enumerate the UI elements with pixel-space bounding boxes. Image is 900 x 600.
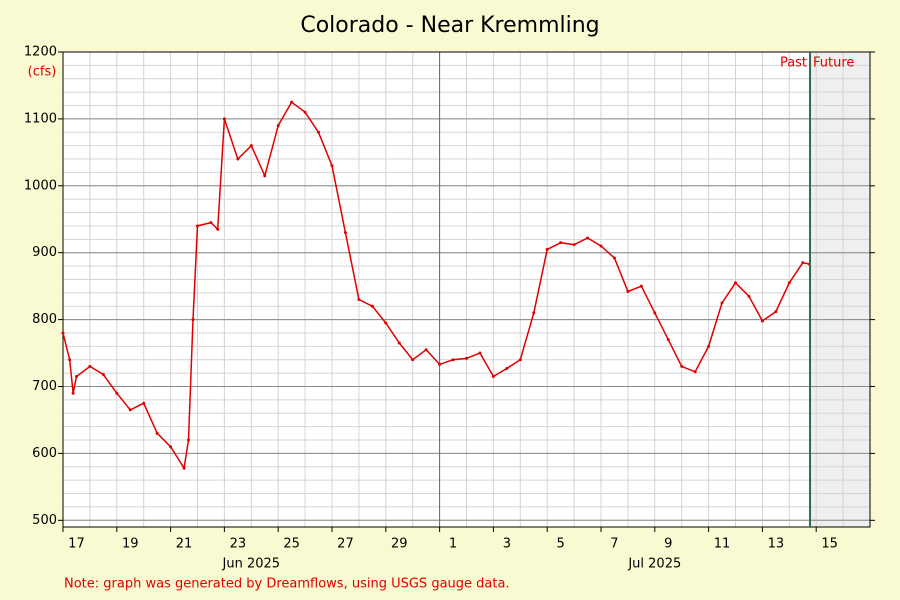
data-point [653,311,657,315]
chart-title: Colorado - Near Kremmling [300,13,599,38]
month-label: Jun 2025 [222,557,281,572]
x-tick-label: 23 [230,537,247,552]
data-point [680,364,684,368]
data-point [720,301,724,305]
data-point [115,391,119,395]
x-tick-label: 3 [503,537,511,552]
data-point [747,294,751,298]
data-point [330,164,334,168]
data-point [586,236,590,240]
y-tick-label: 1100 [24,111,57,126]
x-tick-label: 27 [337,537,354,552]
data-point [612,256,616,260]
data-point [155,431,159,435]
data-point [465,356,468,360]
data-point [61,331,65,335]
data-point [370,304,374,308]
data-point [317,130,321,134]
data-point [128,408,132,412]
data-line [62,101,810,471]
data-point [216,227,220,231]
data-point [290,100,294,104]
data-point [505,366,509,370]
data-point [666,338,670,342]
data-point [187,438,191,442]
y-tick-label: 1000 [24,178,57,193]
data-point [787,281,791,285]
data-point [276,124,280,128]
data-point [74,374,78,378]
data-point [71,391,75,395]
x-tick-label: 13 [768,537,785,552]
data-point [411,358,415,362]
data-point [451,358,455,362]
data-point [639,284,643,288]
data-point [236,157,240,161]
y-tick-label: 900 [32,245,57,260]
data-point [491,374,495,378]
x-tick-label: 9 [664,537,672,552]
y-tick-label: 1200 [24,45,57,60]
data-point [357,298,361,302]
y-tick-label: 500 [32,513,57,528]
past-label: Past [780,56,807,71]
footnote: Note: graph was generated by Dreamflows,… [64,577,510,592]
data-point [707,344,711,348]
x-tick-label: 7 [610,537,618,552]
data-point [760,319,764,323]
data-point [774,310,778,314]
data-point [801,261,805,265]
data-point [438,362,442,366]
y-tick-label: 600 [32,446,57,461]
data-point [68,358,72,362]
data-point [397,341,401,345]
data-point [169,445,173,449]
x-tick-label: 17 [68,537,85,552]
data-point [572,243,576,247]
data-point [182,466,186,470]
data-point [599,244,603,248]
data-point [518,358,522,362]
data-point [209,221,213,225]
data-point [191,318,195,322]
future-region [810,52,870,527]
y-tick-label: 700 [32,379,57,394]
future-label: Future [813,56,854,71]
data-point [222,117,226,121]
data-point [559,241,563,245]
data-point [384,321,388,325]
x-tick-label: 5 [557,537,565,552]
data-point [424,348,428,352]
data-point [142,401,146,405]
data-point [532,311,536,315]
data-point [88,364,92,368]
data-point [101,372,105,376]
x-tick-label: 21 [176,537,193,552]
x-tick-label: 19 [122,537,139,552]
month-label: Jul 2025 [627,557,681,572]
x-tick-label: 25 [283,537,300,552]
data-point [734,281,737,285]
data-point [545,247,549,251]
data-point [343,231,347,235]
data-point [263,174,267,178]
x-tick-label: 15 [821,537,838,552]
data-point [626,290,630,294]
y-tick-label: 800 [32,312,57,327]
data-point [478,351,482,355]
data-point [249,144,253,148]
data-point [693,370,697,374]
plot-frame [62,51,871,528]
data-point [303,110,307,114]
x-tick-label: 1 [449,537,457,552]
x-tick-label: 29 [391,537,408,552]
y-axis-label: (cfs) [28,65,57,80]
x-tick-label: 11 [714,537,731,552]
data-point [196,224,199,228]
